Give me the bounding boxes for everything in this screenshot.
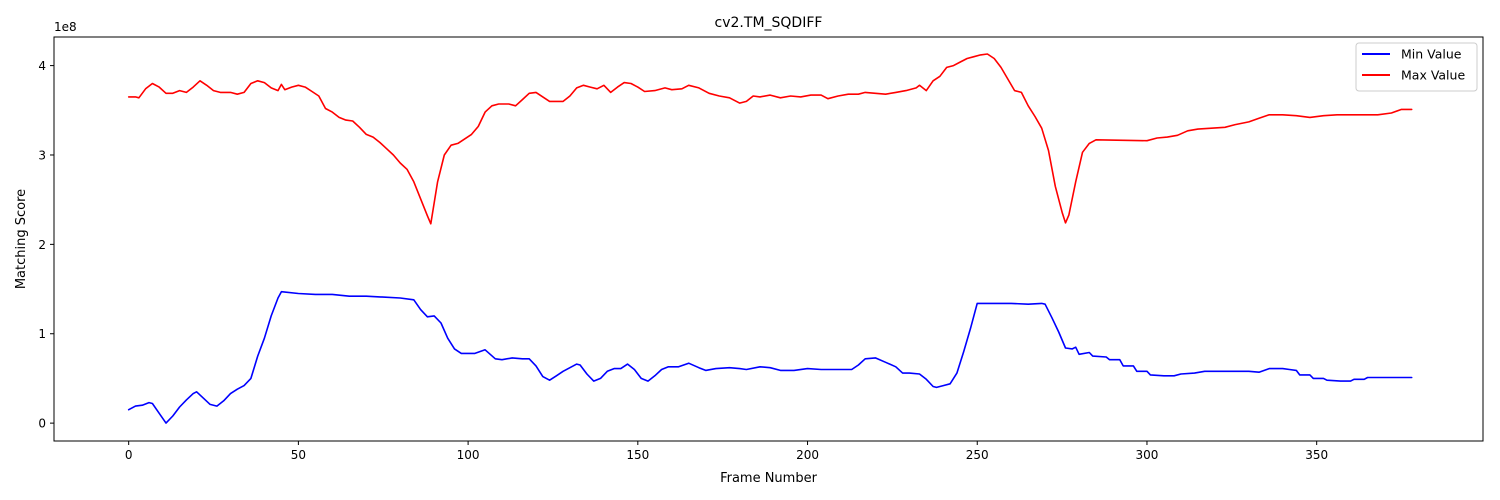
y-tick-label: 4 xyxy=(38,59,46,73)
plot-frame xyxy=(53,36,1484,442)
series-line-min-value xyxy=(127,290,1413,424)
legend-label-min-value: Min Value xyxy=(1401,47,1462,62)
series-line-max-value xyxy=(127,53,1413,225)
y-tick-label: 1 xyxy=(38,327,46,341)
y-tick-label: 3 xyxy=(38,148,46,162)
x-tick-label: 50 xyxy=(291,448,306,462)
x-axis-label: Frame Number xyxy=(720,471,818,486)
y-tick-label: 2 xyxy=(38,238,46,252)
x-tick-label: 200 xyxy=(796,448,819,462)
plot-lines xyxy=(127,53,1413,424)
chart-title: cv2.TM_SQDIFF xyxy=(715,15,823,31)
y-axis-ticks: 0 1 2 3 4 xyxy=(38,59,54,431)
legend-label-max-value: Max Value xyxy=(1401,68,1465,83)
x-tick-label: 150 xyxy=(626,448,649,462)
y-offset-text: 1e8 xyxy=(54,20,77,34)
legend: Min Value Max Value xyxy=(1355,42,1478,92)
y-tick-label: 0 xyxy=(38,417,46,431)
x-tick-label: 350 xyxy=(1305,448,1328,462)
x-axis-ticks: 0 50 100 150 200 250 300 350 xyxy=(125,441,1328,462)
y-axis-label: Matching Score xyxy=(14,189,29,289)
x-tick-label: 0 xyxy=(125,448,133,462)
x-tick-label: 100 xyxy=(457,448,480,462)
x-tick-label: 250 xyxy=(966,448,989,462)
x-tick-label: 300 xyxy=(1136,448,1159,462)
